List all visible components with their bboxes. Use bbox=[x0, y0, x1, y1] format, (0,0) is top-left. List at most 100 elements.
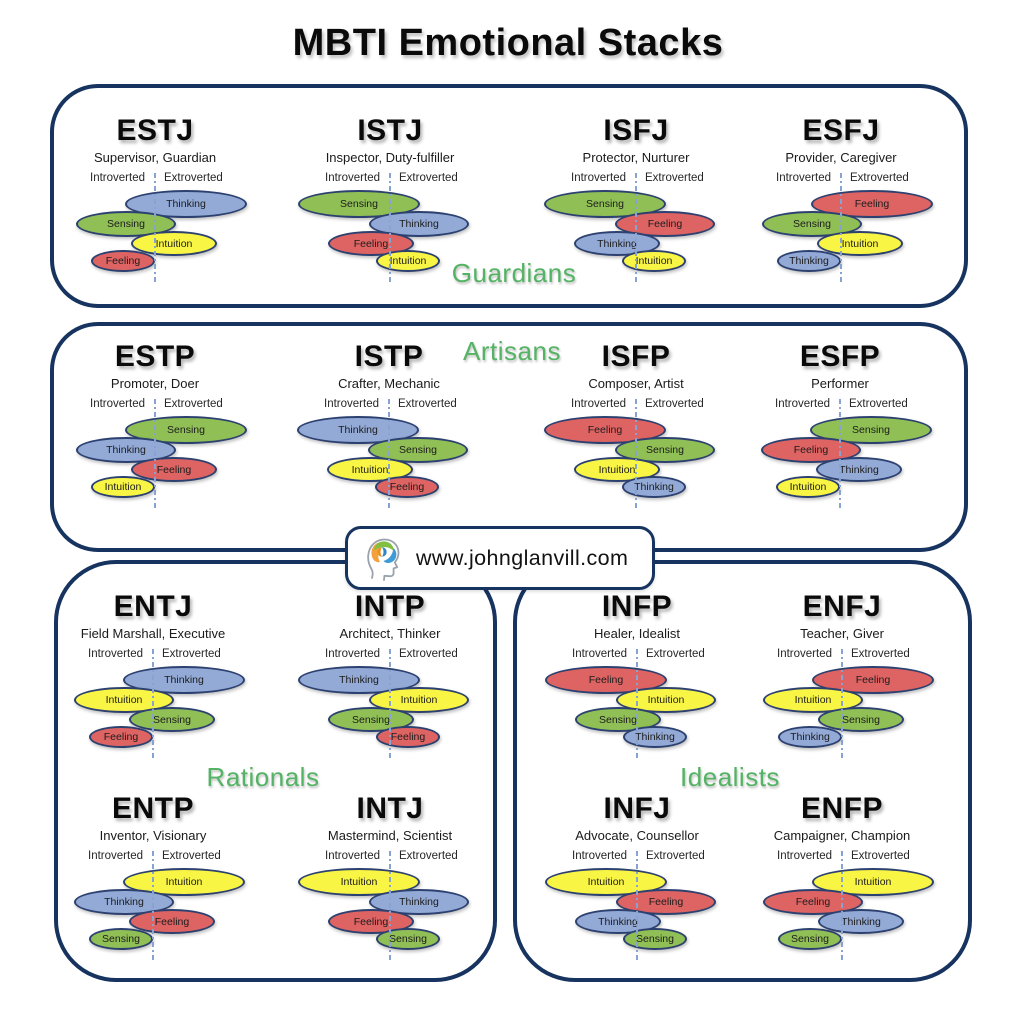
function-ellipse-feeling: Feeling bbox=[375, 476, 439, 498]
type-panel-infp: INFP Healer, Idealist Introverted Extrov… bbox=[527, 590, 747, 761]
type-panel-enfj: ENFJ Teacher, Giver Introverted Extrover… bbox=[732, 590, 952, 761]
function-stack: Intuition Thinking Feeling Sensing bbox=[280, 851, 500, 963]
type-panel-isfp: ISFP Composer, Artist Introverted Extrov… bbox=[526, 340, 746, 511]
type-subtitle: Architect, Thinker bbox=[339, 626, 441, 641]
type-name: ESFJ bbox=[802, 114, 880, 147]
function-ellipse-sensing: Sensing bbox=[129, 707, 215, 732]
axis-labels: Introverted Extroverted bbox=[732, 850, 952, 862]
type-subtitle: Mastermind, Scientist bbox=[327, 828, 453, 843]
function-ellipse-intuition: Intuition bbox=[622, 250, 686, 272]
axis-labels: Introverted Extroverted bbox=[526, 398, 746, 410]
function-ellipse-intuition: Intuition bbox=[376, 250, 440, 272]
introverted-label: Introverted bbox=[776, 172, 831, 184]
type-subtitle: Provider, Caregiver bbox=[785, 150, 897, 165]
type-subtitle: Crafter, Mechanic bbox=[338, 376, 440, 391]
function-stack: Thinking Sensing Intuition Feeling bbox=[279, 399, 499, 511]
axis-labels: Introverted Extroverted bbox=[280, 172, 500, 184]
function-stack: Thinking Sensing Intuition Feeling bbox=[45, 173, 265, 285]
type-subtitle: Promoter, Doer bbox=[110, 376, 200, 391]
type-subtitle: Composer, Artist bbox=[588, 376, 684, 391]
axis-labels: Introverted Extroverted bbox=[730, 398, 950, 410]
extroverted-label: Extroverted bbox=[399, 648, 458, 660]
type-subtitle: Campaigner, Champion bbox=[773, 828, 911, 843]
axis-labels: Introverted Extroverted bbox=[279, 398, 499, 410]
introverted-label: Introverted bbox=[88, 850, 143, 862]
type-name: ENFJ bbox=[802, 590, 882, 623]
site-url[interactable]: www.johnglanvill.com bbox=[416, 545, 629, 570]
type-subtitle: Advocate, Counsellor bbox=[575, 828, 699, 843]
type-panel-infj: INFJ Advocate, Counsellor Introverted Ex… bbox=[527, 792, 747, 963]
extroverted-label: Extroverted bbox=[851, 648, 910, 660]
extroverted-label: Extroverted bbox=[645, 398, 704, 410]
type-panel-istp: ISTP Crafter, Mechanic Introverted Extro… bbox=[279, 342, 499, 511]
function-ellipse-intuition: Intuition bbox=[776, 476, 840, 498]
extroverted-label: Extroverted bbox=[645, 172, 704, 184]
type-name: ESTP bbox=[114, 340, 196, 373]
function-ellipse-feeling: Feeling bbox=[131, 457, 217, 482]
type-panel-estp: ESTP Promoter, Doer Introverted Extrover… bbox=[45, 340, 265, 511]
function-stack: Sensing Thinking Feeling Intuition bbox=[45, 399, 265, 511]
type-name: ISFJ bbox=[603, 114, 669, 147]
extroverted-label: Extroverted bbox=[164, 398, 223, 410]
function-stack: Intuition Thinking Feeling Sensing bbox=[43, 851, 263, 963]
introverted-label: Introverted bbox=[777, 850, 832, 862]
function-ellipse-intuition: Intuition bbox=[91, 476, 155, 498]
function-ellipse-thinking: Thinking bbox=[778, 726, 842, 748]
axis-labels: Introverted Extroverted bbox=[45, 172, 265, 184]
function-stack: Feeling Intuition Sensing Thinking bbox=[527, 649, 747, 761]
extroverted-label: Extroverted bbox=[646, 648, 705, 660]
function-ellipse-sensing: Sensing bbox=[762, 211, 862, 237]
type-name: INFJ bbox=[603, 792, 671, 825]
group-label-guardians: Guardians bbox=[451, 258, 577, 288]
extroverted-label: Extroverted bbox=[162, 648, 221, 660]
extroverted-label: Extroverted bbox=[399, 172, 458, 184]
group-label-rationals: Rationals bbox=[206, 762, 320, 792]
function-ellipse-feeling: Feeling bbox=[89, 726, 153, 748]
function-ellipse-feeling: Feeling bbox=[376, 726, 440, 748]
function-ellipse-thinking: Thinking bbox=[818, 909, 904, 934]
introverted-label: Introverted bbox=[90, 398, 145, 410]
axis-labels: Introverted Extroverted bbox=[526, 172, 746, 184]
type-panel-esfp: ESFP Performer Introverted Extroverted S… bbox=[730, 340, 950, 511]
function-ellipse-thinking: Thinking bbox=[123, 666, 245, 694]
axis-labels: Introverted Extroverted bbox=[280, 850, 500, 862]
introverted-label: Introverted bbox=[324, 398, 379, 410]
axis-labels: Introverted Extroverted bbox=[43, 648, 263, 660]
function-ellipse-thinking: Thinking bbox=[816, 457, 902, 482]
axis-labels: Introverted Extroverted bbox=[527, 648, 747, 660]
function-stack: Sensing Thinking Feeling Intuition bbox=[280, 173, 500, 285]
function-ellipse-thinking: Thinking bbox=[623, 726, 687, 748]
function-ellipse-feeling: Feeling bbox=[91, 250, 155, 272]
function-ellipse-thinking: Thinking bbox=[76, 437, 176, 463]
introverted-label: Introverted bbox=[325, 850, 380, 862]
type-panel-estj: ESTJ Supervisor, Guardian Introverted Ex… bbox=[45, 114, 265, 285]
type-subtitle: Protector, Nurturer bbox=[582, 150, 690, 165]
function-ellipse-feeling: Feeling bbox=[129, 909, 215, 934]
function-ellipse-sensing: Sensing bbox=[810, 416, 932, 444]
function-ellipse-intuition: Intuition bbox=[574, 457, 660, 482]
function-stack: Thinking Intuition Sensing Feeling bbox=[280, 649, 500, 761]
type-subtitle: Healer, Idealist bbox=[594, 626, 680, 641]
introverted-label: Introverted bbox=[325, 172, 380, 184]
group-label-idealists: Idealists bbox=[680, 762, 780, 792]
function-ellipse-thinking: Thinking bbox=[777, 250, 841, 272]
type-name: ESFP bbox=[799, 340, 881, 373]
function-ellipse-intuition: Intuition bbox=[131, 231, 217, 256]
axis-labels: Introverted Extroverted bbox=[732, 648, 952, 660]
type-name: ENTJ bbox=[113, 590, 193, 623]
type-name: ESTJ bbox=[116, 114, 194, 147]
function-ellipse-sensing: Sensing bbox=[89, 928, 153, 950]
introverted-label: Introverted bbox=[572, 648, 627, 660]
extroverted-label: Extroverted bbox=[850, 172, 909, 184]
introverted-label: Introverted bbox=[571, 398, 626, 410]
type-panel-intj: INTJ Mastermind, Scientist Introverted E… bbox=[280, 794, 500, 963]
function-stack: Sensing Feeling Thinking Intuition bbox=[730, 399, 950, 511]
type-name: INFP bbox=[601, 590, 673, 623]
type-name: ISFP bbox=[601, 340, 671, 373]
function-stack: Feeling Intuition Sensing Thinking bbox=[732, 649, 952, 761]
extroverted-label: Extroverted bbox=[162, 850, 221, 862]
axis-labels: Introverted Extroverted bbox=[45, 398, 265, 410]
function-ellipse-intuition: Intuition bbox=[123, 868, 245, 896]
type-panel-esfj: ESFJ Provider, Caregiver Introverted Ext… bbox=[731, 114, 951, 285]
function-ellipse-sensing: Sensing bbox=[623, 928, 687, 950]
